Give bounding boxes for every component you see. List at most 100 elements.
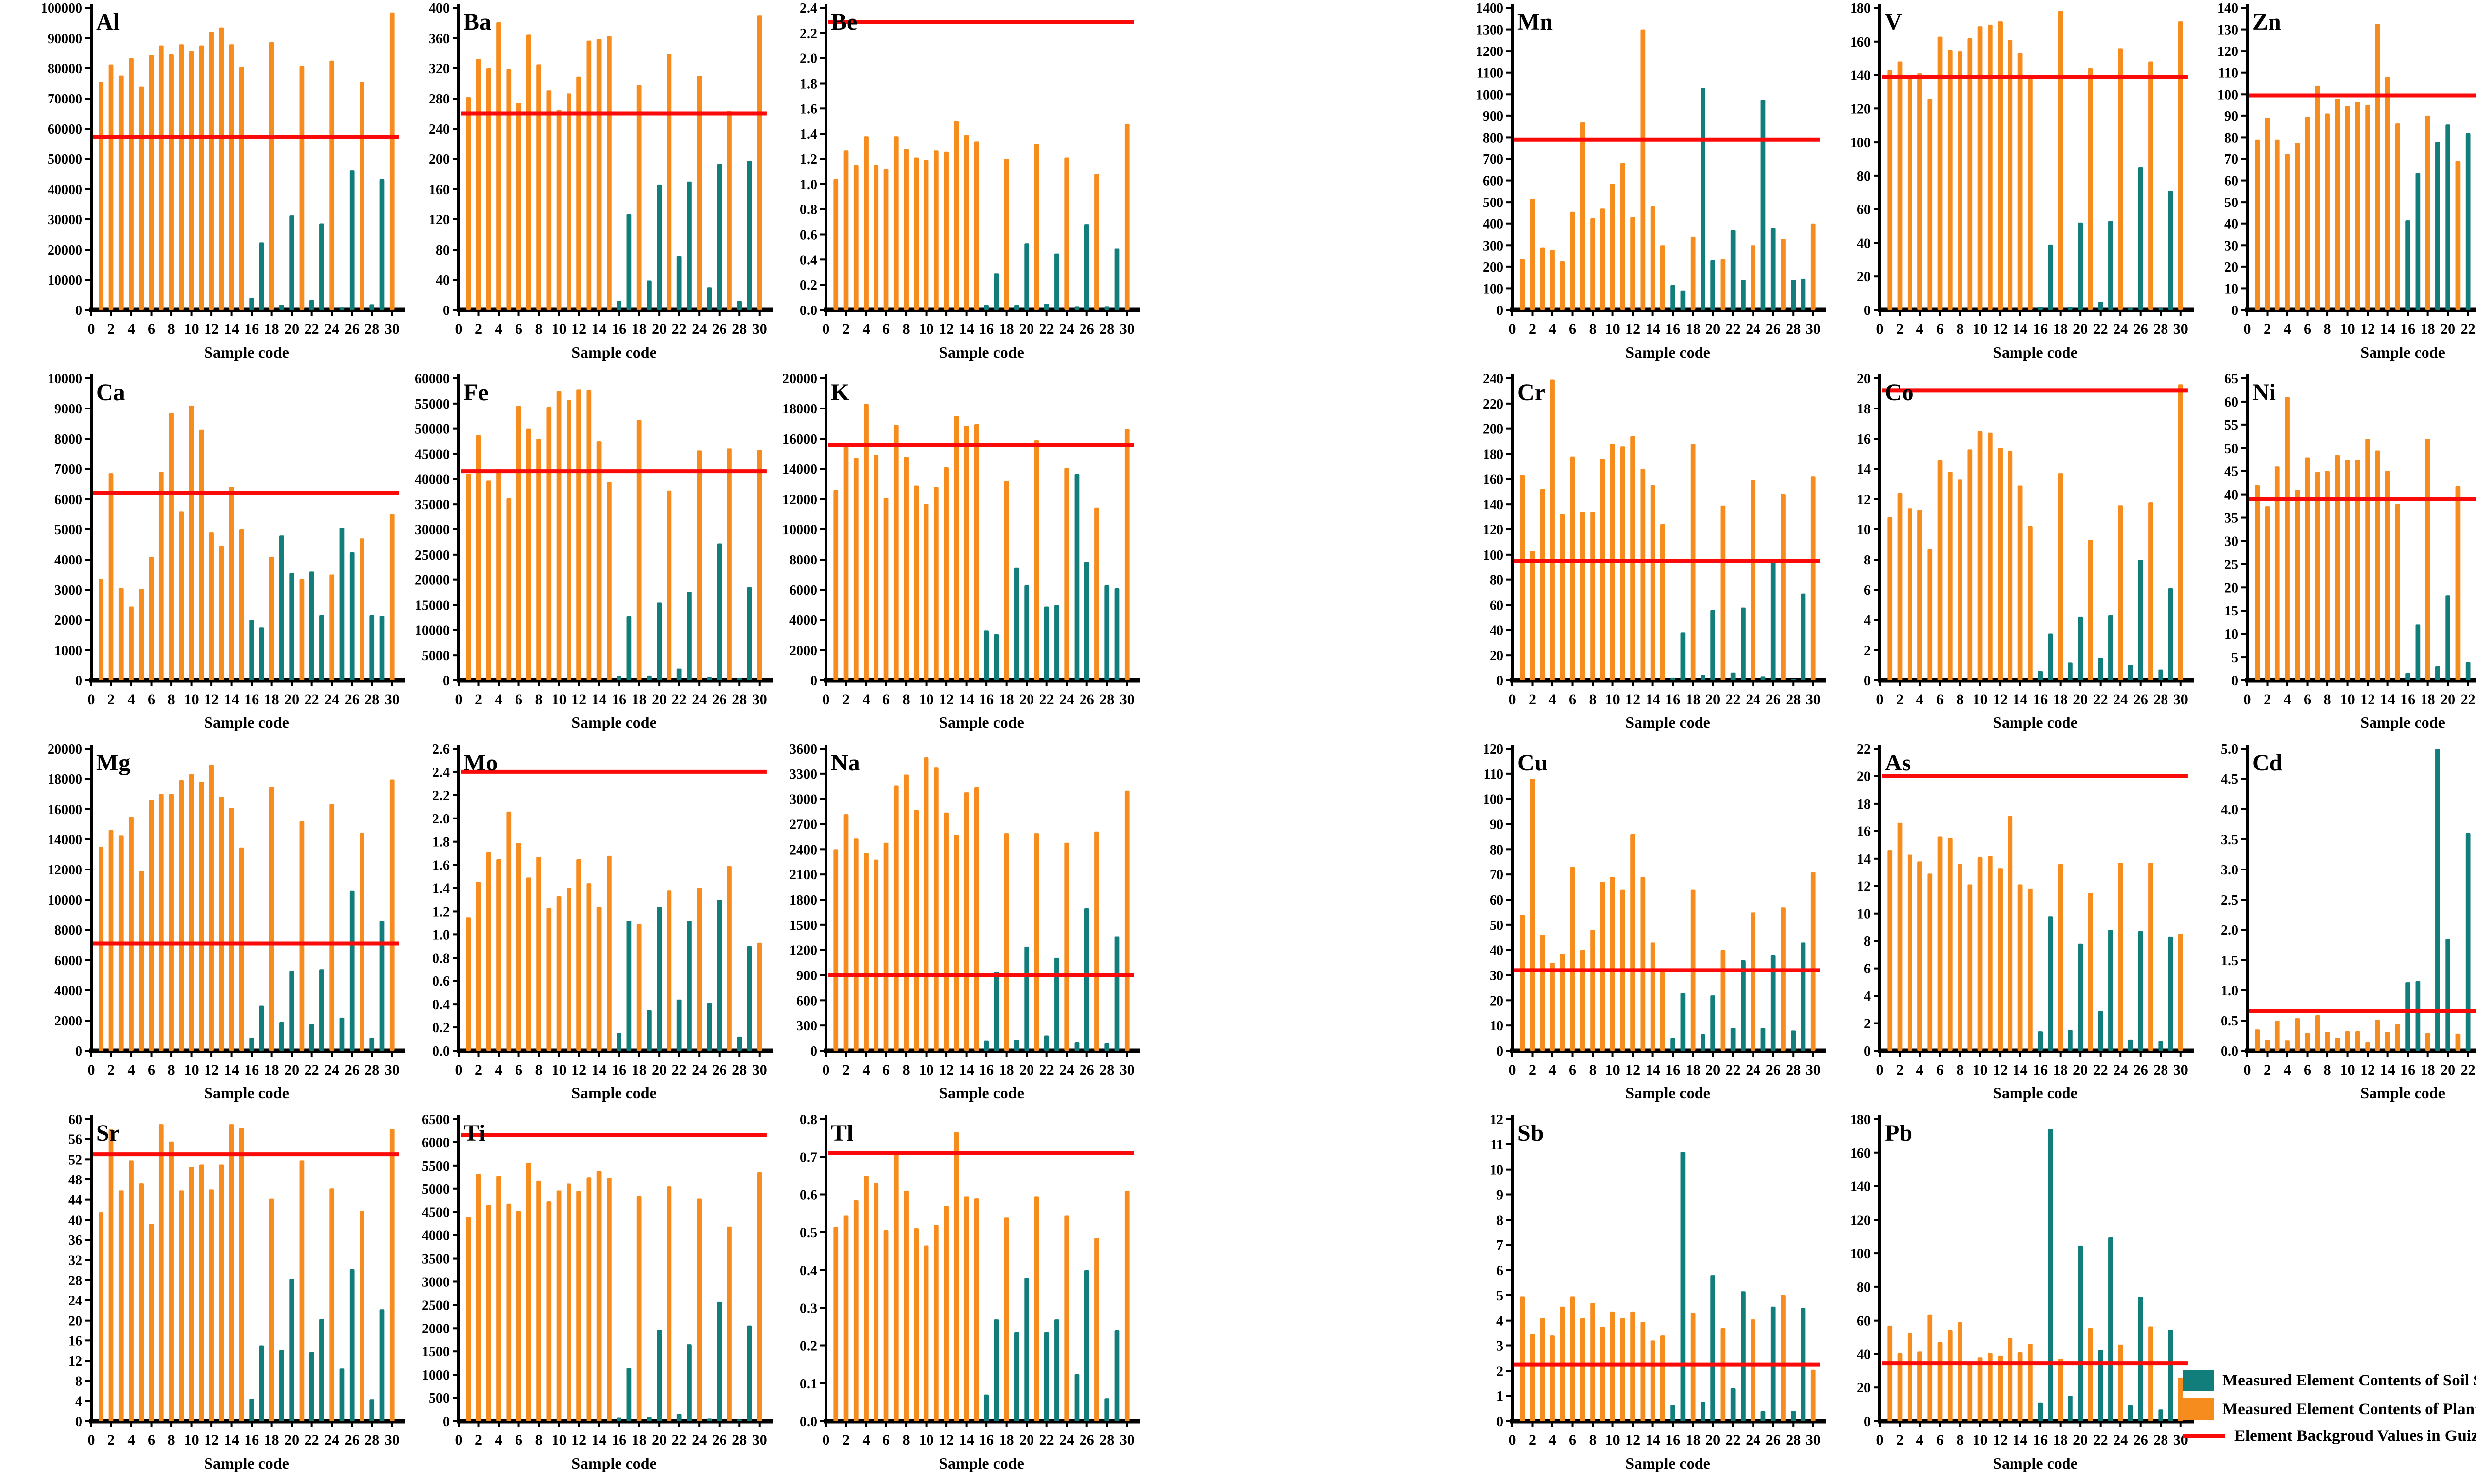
bar-sample-18: [1004, 159, 1009, 310]
bar-sample-27: [2148, 863, 2153, 1051]
x-tick-label: 10: [919, 1062, 934, 1078]
bar-sample-18: [2058, 864, 2063, 1051]
bar-sample-2: [476, 435, 481, 680]
bar-sample-19: [647, 675, 652, 680]
y-tick-label: 500: [429, 1391, 450, 1406]
bar-sample-19: [2435, 749, 2440, 1051]
bar-sample-1: [1520, 1296, 1525, 1421]
x-tick-label: 26: [1766, 321, 1781, 337]
y-tick-label: 8: [1864, 553, 1871, 568]
y-tick-label: 1.0: [432, 927, 450, 943]
bar-sample-11: [199, 1164, 204, 1421]
bar-sample-15: [239, 67, 244, 310]
bar-sample-22: [1044, 304, 1049, 310]
bar-sample-4: [496, 22, 501, 310]
y-tick-label: 1200: [789, 943, 817, 959]
y-tick-label: 12000: [782, 492, 817, 508]
bar-sample-28: [2158, 1409, 2164, 1421]
bar-sample-12: [944, 151, 949, 310]
bar-sample-28: [1791, 1411, 1796, 1421]
x-tick-label: 22: [672, 1432, 687, 1448]
x-tick-label: 20: [2073, 321, 2088, 337]
bar-sample-15: [2028, 526, 2033, 680]
x-tick-label: 14: [959, 1432, 974, 1448]
bar-sample-8: [536, 857, 541, 1051]
y-tick-label: 6000: [54, 953, 82, 969]
bar-sample-9: [1967, 884, 1973, 1051]
bar-sample-15: [2395, 504, 2400, 680]
bar-sample-19: [279, 535, 284, 680]
x-tick-label: 14: [224, 1432, 239, 1448]
bar-sample-1: [99, 1212, 104, 1421]
bar-sample-9: [546, 1201, 552, 1421]
x-tick-label: 22: [1726, 321, 1741, 337]
x-tick-label: 26: [1080, 691, 1094, 708]
bar-sample-13: [2375, 1020, 2380, 1051]
y-tick-label: 900: [1483, 109, 1503, 124]
x-tick-label: 14: [2013, 691, 2028, 708]
bar-sample-1: [833, 179, 839, 310]
x-tick-label: 28: [364, 691, 379, 708]
bar-sample-26: [1084, 1270, 1089, 1421]
bar-sample-13: [2008, 40, 2013, 310]
x-tick-label: 26: [1080, 1432, 1094, 1448]
y-tick-label: 50: [2224, 195, 2238, 210]
y-tick-label: 5: [1496, 1288, 1503, 1304]
x-tick-label: 4: [495, 1432, 503, 1448]
bar-sample-24: [697, 888, 702, 1051]
bar-sample-4: [2285, 154, 2290, 310]
x-axis-title: Sample code: [571, 343, 657, 361]
y-tick-label: 100: [1483, 792, 1503, 808]
bar-sample-7: [1580, 950, 1585, 1051]
bar-sample-7: [158, 472, 164, 680]
bar-sample-18: [1004, 1217, 1009, 1421]
bar-sample-25: [2128, 1405, 2133, 1421]
x-tick-label: 20: [284, 1432, 299, 1448]
y-tick-label: 48: [68, 1173, 82, 1188]
y-tick-label: 0: [75, 1044, 82, 1059]
x-axis-title: Sample code: [939, 343, 1024, 361]
x-tick-label: 22: [1039, 321, 1054, 337]
bar-sample-1: [99, 579, 104, 680]
bar-sample-3: [853, 165, 859, 310]
bar-sample-29: [747, 946, 752, 1051]
bar-sample-3: [1907, 854, 1912, 1051]
bar-sample-25: [1760, 1028, 1766, 1051]
bar-sample-27: [1094, 174, 1099, 310]
x-tick-label: 0: [455, 1432, 463, 1448]
y-tick-label: 20: [2224, 260, 2238, 275]
y-tick-label: 60000: [415, 371, 450, 387]
x-axis-title: Sample code: [1993, 714, 2078, 731]
x-tick-label: 0: [823, 691, 830, 708]
y-tick-label: 400: [429, 1, 450, 16]
bar-sample-23: [319, 1319, 324, 1421]
bar-sample-17: [994, 1319, 999, 1421]
x-tick-label: 4: [2284, 321, 2291, 337]
x-tick-label: 14: [2013, 1062, 2028, 1078]
y-tick-label: 25000: [415, 548, 450, 563]
bar-sample-30: [1810, 872, 1816, 1051]
bar-sample-25: [339, 527, 345, 680]
bar-sample-18: [269, 787, 274, 1051]
bar-sample-4: [864, 404, 869, 680]
bar-sample-26: [2138, 931, 2143, 1051]
x-tick-label: 14: [959, 691, 974, 708]
x-tick-label: 18: [632, 1432, 647, 1448]
element-label: Cd: [2252, 750, 2283, 776]
y-tick-label: 2.0: [2221, 923, 2238, 938]
y-tick-label: 4: [75, 1394, 82, 1409]
chart-panel-Ba: 0 40 80 120 160 200 240 280 320 360 400 0 2 4 6 8 10 12 14…: [407, 0, 774, 370]
y-tick-label: 4: [1864, 989, 1871, 1004]
x-tick-label: 26: [345, 691, 360, 708]
chart-panel-Sr: 0 4 8 12 16 20 24 28 32 36 40 44 48 52 56 60 0 2 4 6 8 10 12 14…: [40, 1111, 407, 1482]
element-label: Ni: [2252, 379, 2276, 406]
x-tick-label: 2: [1529, 321, 1536, 337]
x-tick-label: 6: [2304, 321, 2311, 337]
x-tick-label: 10: [919, 691, 934, 708]
bar-sample-24: [2118, 1344, 2123, 1421]
y-tick-label: 15: [2224, 604, 2238, 619]
bar-sample-7: [158, 45, 164, 310]
chart-panel-Na: 0 300 600 900 1200 1500 1800 2100 2400 2700 3000 33…: [774, 741, 1142, 1111]
bar-sample-9: [1600, 459, 1605, 680]
y-tick-label: 10: [1857, 522, 1871, 538]
